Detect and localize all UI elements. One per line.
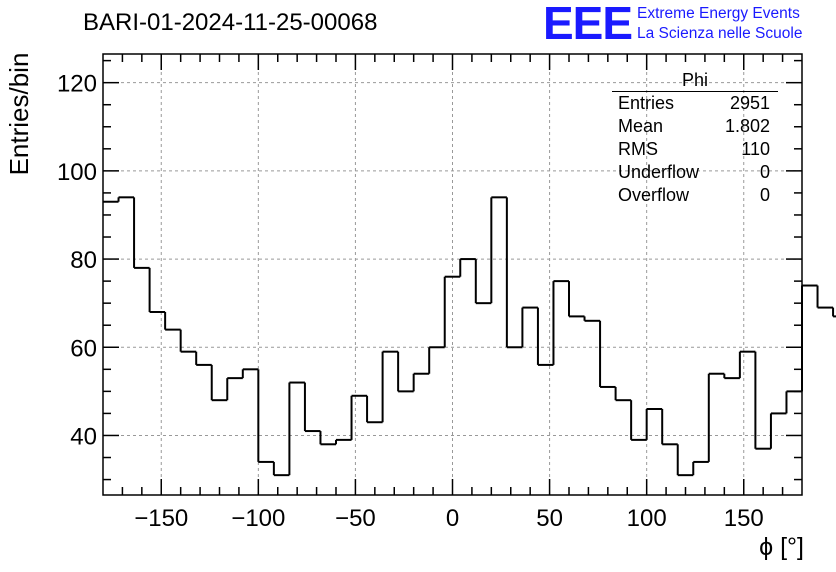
stats-label: Underflow: [618, 162, 700, 182]
histogram-bin: [381, 350, 399, 423]
histogram-bin: [210, 364, 228, 402]
x-tick-label: −50: [335, 505, 376, 532]
histogram-bin: [133, 197, 150, 269]
tick-labels: −150 −100 −50 0 50 100 150 40 60 80 100 120: [57, 71, 764, 532]
stats-label: RMS: [618, 139, 658, 159]
histogram-bin: [568, 281, 585, 318]
stats-value: 0: [759, 185, 770, 205]
stats-value: 1.802: [724, 116, 770, 136]
histogram-bin: [164, 311, 181, 331]
histogram-bin: [583, 316, 601, 322]
histogram-bin: [319, 431, 336, 446]
histogram-bin: [490, 196, 507, 304]
histogram-bin: [769, 412, 787, 449]
histogram-bin: [241, 368, 259, 379]
stats-row-entries: Entries 2951: [610, 92, 778, 115]
y-tick-label: 60: [70, 335, 97, 362]
eee-logo: EEE: [543, 0, 633, 49]
x-tick-label: 0: [446, 505, 459, 532]
histogram-bin: [614, 386, 632, 402]
x-tick-label: 150: [724, 505, 764, 532]
stats-label: Overflow: [618, 185, 690, 205]
stats-row-rms: RMS 110: [610, 138, 778, 161]
stats-value: 2951: [729, 93, 770, 113]
histogram-bin: [801, 284, 818, 392]
histogram-bin: [272, 461, 290, 477]
logo-caption-line1: Extreme Energy Events: [637, 5, 800, 22]
histogram-bin: [117, 196, 135, 202]
histogram-bin: [303, 382, 321, 433]
histogram-bin: [692, 460, 709, 476]
histogram-bin: [676, 444, 694, 477]
stats-row-underflow: Underflow 0: [610, 161, 778, 184]
x-tick-label: −100: [231, 505, 285, 532]
histogram-bin: [754, 351, 771, 450]
y-tick-label: 100: [57, 159, 97, 186]
x-tick-label: −150: [134, 505, 188, 532]
histogram-bin: [723, 373, 740, 380]
y-tick-label: 80: [70, 247, 97, 274]
histogram-bin: [630, 400, 647, 441]
stats-value: 0: [759, 162, 770, 182]
histogram-bin: [785, 390, 802, 414]
stats-title: Phi: [612, 70, 778, 92]
histogram-bin: [816, 285, 834, 309]
run-title: BARI-01-2024-11-25-00068: [83, 9, 378, 36]
histogram-bin: [397, 351, 414, 393]
histogram-bin: [599, 320, 616, 388]
histogram-bin: [350, 394, 368, 440]
histogram-bars: [103, 196, 836, 477]
logo-caption-line2: La Scienza nelle Scuole: [637, 25, 803, 42]
histogram-bin: [536, 307, 554, 366]
histogram-bin: [707, 372, 725, 462]
x-tick-label: 100: [627, 505, 667, 532]
y-axis-label: Entries/bin: [4, 52, 34, 176]
statistics-box: Phi Entries 2951 Mean 1.802 RMS 110 Unde…: [610, 70, 778, 207]
histogram-bin: [257, 369, 274, 463]
histogram-bin: [443, 275, 461, 348]
x-axis-label: ϕ [°]: [759, 533, 804, 561]
histogram-bin: [474, 259, 492, 305]
histogram-bin: [366, 395, 383, 424]
x-tick-label: 50: [536, 505, 563, 532]
histogram-bin: [335, 438, 352, 445]
stats-label: Mean: [618, 116, 664, 136]
y-tick-label: 40: [70, 423, 97, 450]
histogram-bin: [738, 350, 756, 379]
stats-row-overflow: Overflow 0: [610, 184, 778, 207]
histogram-bin: [288, 381, 305, 476]
histogram-bin: [521, 306, 538, 348]
histogram-bin: [412, 372, 430, 392]
histogram-bin: [505, 197, 523, 349]
stats-value: 110: [741, 139, 770, 159]
histogram-bin: [459, 258, 476, 277]
stats-row-mean: Mean 1.802: [610, 115, 778, 138]
histogram-bin: [645, 408, 663, 440]
histogram-bin: [226, 377, 243, 401]
histogram-bin: [552, 280, 569, 365]
histogram-bin: [195, 351, 212, 366]
axis-ticks: [103, 54, 802, 495]
y-tick-label: 120: [57, 71, 97, 98]
plot-frame: [102, 53, 803, 496]
histogram-bin: [148, 267, 166, 313]
histogram-bin: [661, 409, 678, 446]
histogram-bin: [428, 346, 445, 374]
stats-label: Entries: [618, 93, 675, 113]
histogram-bin: [179, 329, 197, 353]
